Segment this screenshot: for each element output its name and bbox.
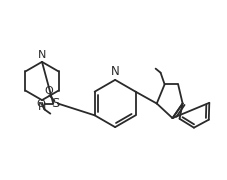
Text: S: S [51, 97, 59, 110]
Text: O: O [44, 86, 52, 96]
Text: N: N [38, 50, 46, 60]
Text: N: N [110, 65, 119, 78]
Text: N: N [38, 102, 46, 112]
Text: O: O [36, 98, 45, 109]
